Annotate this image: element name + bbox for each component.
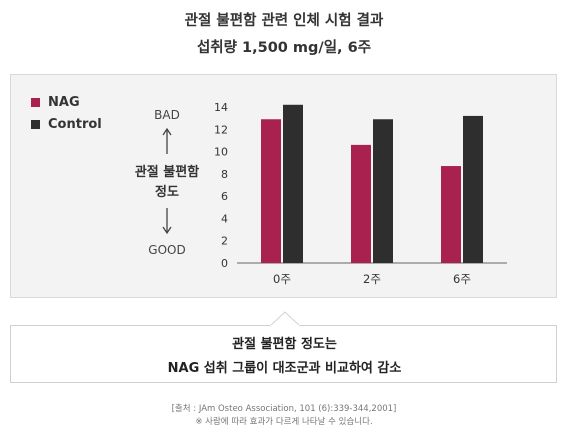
bar-nag-1 <box>261 119 281 263</box>
y-tick-label: 0 <box>221 257 228 270</box>
bar-control-3 <box>463 115 483 264</box>
arrow-up-icon <box>162 127 172 154</box>
legend-item-control: Control <box>31 117 102 132</box>
callout-line2: NAG 섭취 그룹이 대조군과 비교하여 감소 <box>167 361 402 376</box>
legend-item-nag: NAG <box>31 95 80 110</box>
source-citation: [출처 : JAm Osteo Association, 101 (6):339… <box>171 404 397 414</box>
y-tick-label: 12 <box>214 123 228 136</box>
callout-line1: 관절 불편함 정도는 <box>232 337 337 352</box>
bar-nag-3 <box>441 166 461 263</box>
y-tick-label: 6 <box>221 190 228 203</box>
arrow-down-icon <box>162 208 172 235</box>
legend-label-control: Control <box>48 117 102 132</box>
x-tick-label: 6주 <box>453 272 471 286</box>
y-tick-label: 8 <box>221 168 228 181</box>
bar-control-2 <box>373 119 393 263</box>
disclaimer-note: ※ 사람에 따라 효과가 다르게 나타날 수 있습니다. <box>195 417 373 427</box>
bar-control-1 <box>283 104 303 264</box>
legend-swatch-control <box>31 120 40 129</box>
y-annotation-label-line1: 관절 불편함 <box>134 165 200 180</box>
bar-chart: 0 2 4 6 8 10 12 14 0주 2주 6주 <box>214 101 507 286</box>
y-annotation-bad: BAD <box>154 108 180 122</box>
legend-swatch-nag <box>31 98 40 107</box>
callout-box: 관절 불편함 정도는 NAG 섭취 그룹이 대조군과 비교하여 감소 <box>10 325 557 383</box>
y-tick-label: 2 <box>221 235 228 248</box>
legend-label-nag: NAG <box>48 95 80 110</box>
chart-subtitle: 섭취량 1,500 mg/일, 6주 <box>196 40 372 56</box>
y-annotation-label-line2: 정도 <box>155 185 179 200</box>
y-tick-label: 14 <box>214 101 228 114</box>
x-tick-label: 2주 <box>363 272 381 286</box>
y-annotation-good: GOOD <box>148 243 186 257</box>
chart-title: 관절 불편함 관련 인체 시험 결과 <box>184 13 384 29</box>
bar-nag-2 <box>351 144 371 263</box>
x-tick-label: 0주 <box>273 272 291 286</box>
y-tick-label: 10 <box>214 146 228 159</box>
y-tick-label: 4 <box>221 212 228 225</box>
callout-pointer-icon <box>270 311 300 327</box>
